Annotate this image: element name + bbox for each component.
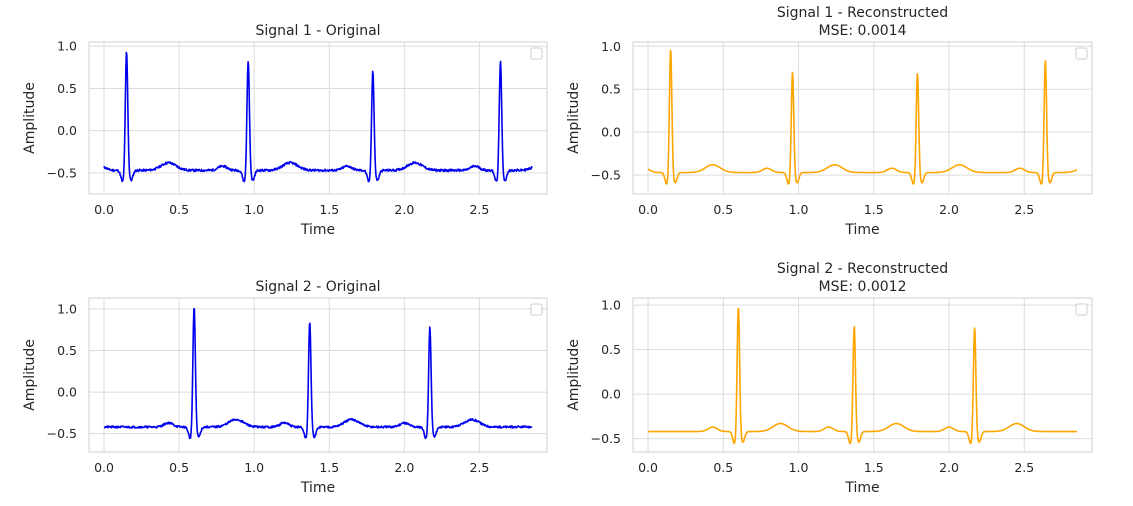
- series-line: [103, 51, 533, 183]
- y-axis-label: Amplitude: [566, 339, 582, 411]
- x-tick-label: 1.0: [789, 202, 809, 217]
- series-line: [647, 307, 1078, 445]
- y-tick-label: 0.0: [601, 125, 621, 140]
- x-tick-label: 0.0: [638, 202, 658, 217]
- y-tick-label: 1.0: [57, 301, 77, 316]
- chart-title: Signal 2 - Reconstructed: [777, 261, 948, 277]
- axes-frame: [88, 41, 548, 195]
- y-tick-label: 0.5: [57, 81, 77, 96]
- axes-frame: [632, 297, 1093, 453]
- legend-box: [1075, 47, 1088, 60]
- x-tick-label: 1.5: [864, 202, 884, 217]
- y-axis-label: Amplitude: [22, 82, 38, 154]
- y-axis-label: Amplitude: [566, 82, 582, 154]
- x-tick-label: 1.5: [319, 202, 339, 217]
- y-tick-label: 1.0: [601, 298, 621, 313]
- x-tick-label: 1.0: [244, 460, 264, 475]
- x-tick-label: 0.5: [713, 202, 733, 217]
- x-tick-label: 1.5: [319, 460, 339, 475]
- y-tick-label: 0.5: [57, 343, 77, 358]
- x-tick-label: 2.5: [1014, 460, 1034, 475]
- y-tick-label: −0.5: [591, 431, 621, 446]
- x-tick-label: 2.0: [939, 202, 959, 217]
- x-tick-label: 2.0: [939, 460, 959, 475]
- x-tick-label: 1.5: [864, 460, 884, 475]
- x-tick-label: 1.0: [789, 460, 809, 475]
- legend-box: [1075, 303, 1088, 316]
- subplot-2: 0.0 0.5 1.0 1.5 2.0 2.5 −0.5 0.0 0.5 1.0 Time Ampli…: [566, 5, 1093, 238]
- series-line: [647, 49, 1078, 185]
- x-axis-label: Time: [300, 222, 335, 238]
- x-tick-label: 0.0: [638, 460, 658, 475]
- chart-title: Signal 1 - Original: [255, 23, 380, 39]
- chart-subtitle: MSE: 0.0012: [819, 279, 907, 295]
- y-tick-label: 0.5: [601, 342, 621, 357]
- x-tick-label: 2.5: [469, 460, 489, 475]
- chart-title: Signal 2 - Original: [255, 279, 380, 295]
- subplot-4: 0.0 0.5 1.0 1.5 2.0 2.5 −0.5 0.0 0.5 1.0 Time Ampli…: [566, 261, 1093, 496]
- x-tick-label: 1.0: [244, 202, 264, 217]
- y-tick-label: 0.0: [57, 385, 77, 400]
- x-tick-label: 2.5: [469, 202, 489, 217]
- y-tick-label: 1.0: [57, 39, 77, 54]
- x-axis-label: Time: [300, 480, 335, 496]
- axes-frame: [88, 297, 548, 453]
- y-tick-label: −0.5: [591, 168, 621, 183]
- y-axis-label: Amplitude: [22, 339, 38, 411]
- y-tick-label: −0.5: [47, 165, 77, 180]
- x-tick-label: 2.0: [394, 202, 414, 217]
- legend-box: [530, 303, 543, 316]
- y-tick-label: 0.0: [601, 387, 621, 402]
- subplot-1: 0.0 0.5 1.0 1.5 2.0 2.5 −0.5 0.0 0.5 1.0 Time Ampli…: [22, 23, 548, 238]
- x-tick-label: 0.0: [94, 202, 114, 217]
- legend-box: [530, 47, 543, 60]
- x-tick-label: 2.5: [1014, 202, 1034, 217]
- axes-frame: [632, 41, 1093, 195]
- subplot-3: 0.0 0.5 1.0 1.5 2.0 2.5 −0.5 0.0 0.5 1.0 Time Ampli…: [22, 279, 548, 496]
- x-tick-label: 2.0: [394, 460, 414, 475]
- chart-subtitle: MSE: 0.0014: [819, 23, 907, 39]
- y-tick-label: 0.0: [57, 123, 77, 138]
- y-tick-label: 1.0: [601, 39, 621, 54]
- y-tick-label: −0.5: [47, 426, 77, 441]
- x-tick-label: 0.5: [713, 460, 733, 475]
- x-tick-label: 0.0: [94, 460, 114, 475]
- y-tick-label: 0.5: [601, 82, 621, 97]
- chart-title: Signal 1 - Reconstructed: [777, 5, 948, 21]
- x-tick-label: 0.5: [169, 202, 189, 217]
- series-line: [103, 308, 533, 440]
- x-axis-label: Time: [844, 222, 879, 238]
- x-tick-label: 0.5: [169, 460, 189, 475]
- x-axis-label: Time: [844, 480, 879, 496]
